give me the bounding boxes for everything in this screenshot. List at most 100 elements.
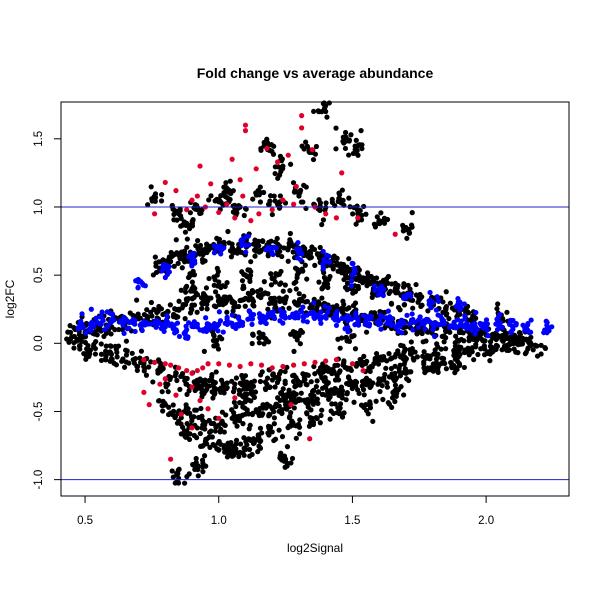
data-point-black (461, 338, 467, 344)
data-point-red (216, 209, 222, 216)
data-point-black (232, 381, 238, 387)
data-point-black (251, 440, 257, 446)
data-point-black (319, 109, 325, 115)
data-point-red (339, 170, 345, 176)
data-point-blue (236, 315, 242, 322)
data-point-red (157, 381, 163, 387)
data-point-red (197, 163, 203, 169)
data-point-black (354, 207, 361, 213)
data-point-black (185, 406, 191, 412)
data-point-black (197, 210, 203, 217)
data-point-black (276, 205, 283, 211)
data-point-black (538, 342, 544, 348)
data-point-black (401, 392, 407, 398)
data-point-black (420, 353, 426, 359)
data-point-red (200, 365, 206, 371)
data-point-blue (422, 326, 428, 332)
data-point-black (176, 252, 182, 258)
data-point-black (156, 305, 162, 312)
data-point-black (123, 352, 130, 358)
data-point-red (184, 367, 190, 374)
data-point-black (214, 337, 220, 343)
data-point-black (441, 339, 447, 345)
data-point-blue (326, 305, 332, 311)
data-point-blue (126, 325, 132, 331)
x-tick-label: 1.0 (211, 515, 227, 527)
data-point-black (179, 371, 186, 377)
data-point-black (517, 330, 523, 336)
data-point-black (354, 203, 360, 209)
data-point-black (191, 302, 198, 308)
data-point-black (401, 349, 407, 356)
data-point-black (280, 288, 286, 294)
data-point-black (281, 245, 287, 251)
data-point-black (344, 389, 350, 396)
data-point-blue (307, 310, 313, 317)
data-point-black (295, 302, 301, 308)
data-point-black (278, 280, 284, 286)
data-point-black (515, 350, 521, 356)
data-point-black (461, 364, 467, 371)
data-point-black (414, 331, 420, 337)
data-point-black (233, 403, 239, 410)
data-point-black (329, 199, 335, 205)
data-point-black (182, 229, 189, 235)
data-point-blue (161, 328, 167, 334)
data-point-black (197, 385, 203, 391)
data-point-black (518, 341, 524, 347)
data-point-black (195, 473, 201, 479)
data-point-black (352, 346, 359, 352)
data-point-black (393, 290, 399, 296)
data-point-black (224, 380, 230, 386)
data-point-black (310, 156, 317, 163)
data-point-black (279, 457, 285, 463)
data-point-black (532, 342, 538, 348)
data-point-black (184, 375, 190, 382)
data-point-black (327, 416, 333, 422)
data-point-black (277, 193, 283, 199)
data-point-black (194, 309, 200, 315)
data-point-black (203, 436, 209, 442)
data-point-black (285, 258, 291, 264)
data-point-blue (461, 301, 467, 307)
data-point-red (141, 357, 147, 363)
data-point-black (189, 279, 195, 285)
data-point-black (328, 387, 334, 393)
data-point-blue (265, 311, 271, 317)
data-point-red (299, 125, 305, 131)
data-point-black (362, 359, 369, 366)
data-point-blue (249, 321, 255, 327)
data-point-black (211, 282, 217, 288)
data-point-black (350, 302, 357, 309)
data-point-black (276, 427, 282, 433)
data-point-black (318, 367, 324, 373)
data-point-black (355, 283, 361, 289)
data-point-black (392, 382, 399, 388)
data-point-black (91, 343, 97, 350)
data-point-blue (239, 242, 245, 249)
data-point-blue (348, 316, 354, 322)
data-point-black (252, 389, 259, 395)
data-point-black (319, 407, 325, 413)
data-point-blue (270, 251, 276, 258)
data-point-black (361, 404, 367, 411)
data-point-black (199, 305, 205, 312)
data-point-black (367, 384, 373, 391)
data-point-black (386, 374, 393, 380)
data-point-black (313, 414, 319, 421)
data-point-black (262, 385, 269, 392)
data-point-black (256, 189, 262, 195)
data-point-black (255, 409, 261, 416)
data-point-black (276, 371, 283, 377)
data-point-blue (229, 312, 236, 318)
data-point-black (287, 161, 294, 167)
y-tick-label: -1.0 (33, 470, 45, 490)
data-point-black (330, 366, 336, 372)
data-point-blue (138, 321, 144, 327)
data-point-black (346, 195, 352, 201)
data-point-black (138, 348, 145, 354)
data-point-black (256, 443, 262, 449)
data-point-black (502, 332, 508, 338)
data-point-red (173, 188, 179, 194)
data-point-black (400, 284, 407, 290)
